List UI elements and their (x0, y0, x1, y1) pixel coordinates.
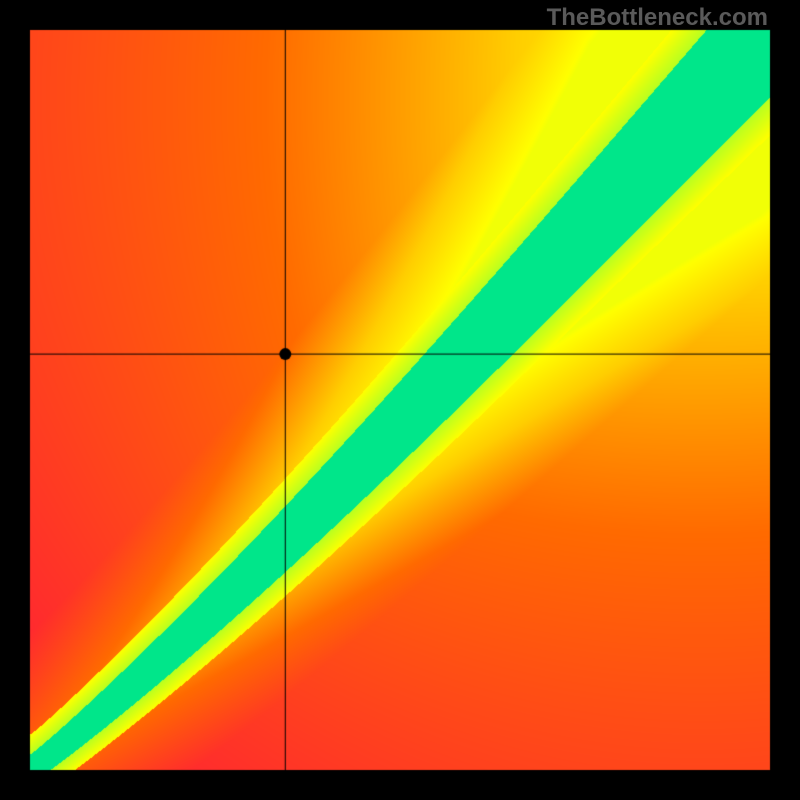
watermark-text: TheBottleneck.com (547, 4, 768, 32)
chart-container: TheBottleneck.com (0, 0, 800, 800)
bottleneck-heatmap (0, 0, 800, 800)
